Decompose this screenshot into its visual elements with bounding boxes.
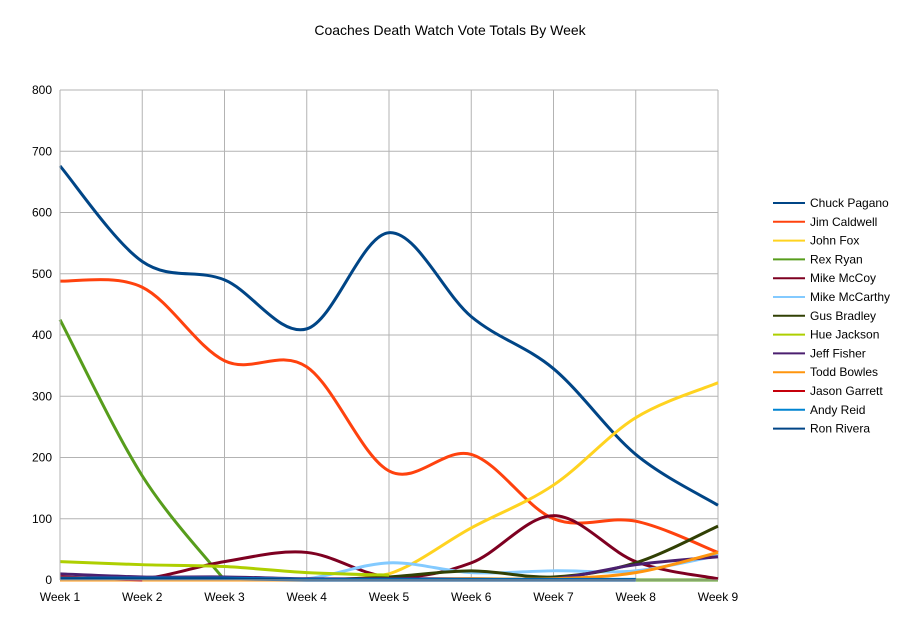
series-line-hue-jackson — [59, 560, 390, 577]
legend-label: Gus Bradley — [810, 309, 876, 323]
x-tick-label: Week 7 — [533, 590, 574, 604]
y-tick-label: 100 — [32, 512, 52, 526]
series-line-rex-ryan — [58, 318, 226, 581]
y-tick-label: 400 — [32, 328, 52, 342]
series-line-jim-caldwell — [59, 278, 719, 554]
x-tick-label: Week 8 — [616, 590, 657, 604]
x-tick-label: Week 9 — [698, 590, 739, 604]
x-tick-label: Week 5 — [369, 590, 410, 604]
y-tick-label: 600 — [32, 206, 52, 220]
legend-label: Todd Bowles — [810, 365, 878, 379]
y-tick-label: 700 — [32, 144, 52, 158]
legend-label: Hue Jackson — [810, 328, 879, 342]
legend-label: Jason Garrett — [810, 384, 883, 398]
x-tick-label: Week 4 — [287, 590, 328, 604]
x-tick-label: Week 2 — [122, 590, 163, 604]
legend-label: Jeff Fisher — [810, 346, 866, 360]
legend-label: Ron Rivera — [810, 422, 870, 436]
legend-label: Andy Reid — [810, 403, 865, 417]
y-tick-label: 500 — [32, 267, 52, 281]
chart-title: Coaches Death Watch Vote Totals By Week — [314, 22, 586, 38]
x-tick-label: Week 3 — [204, 590, 245, 604]
x-tick-label: Week 1 — [40, 590, 81, 604]
y-tick-label: 200 — [32, 451, 52, 465]
y-tick-label: 300 — [32, 389, 52, 403]
legend-label: Rex Ryan — [810, 252, 863, 266]
legend-label: Mike McCoy — [810, 271, 876, 285]
x-tick-label: Week 6 — [451, 590, 492, 604]
legend-label: Chuck Pagano — [810, 196, 889, 210]
series-line-chuck-pagano — [58, 164, 719, 507]
legend-label: Jim Caldwell — [810, 215, 877, 229]
y-tick-label: 0 — [45, 573, 52, 587]
y-tick-label: 800 — [32, 83, 52, 97]
legend-label: Mike McCarthy — [810, 290, 890, 304]
legend-label: John Fox — [810, 234, 859, 248]
